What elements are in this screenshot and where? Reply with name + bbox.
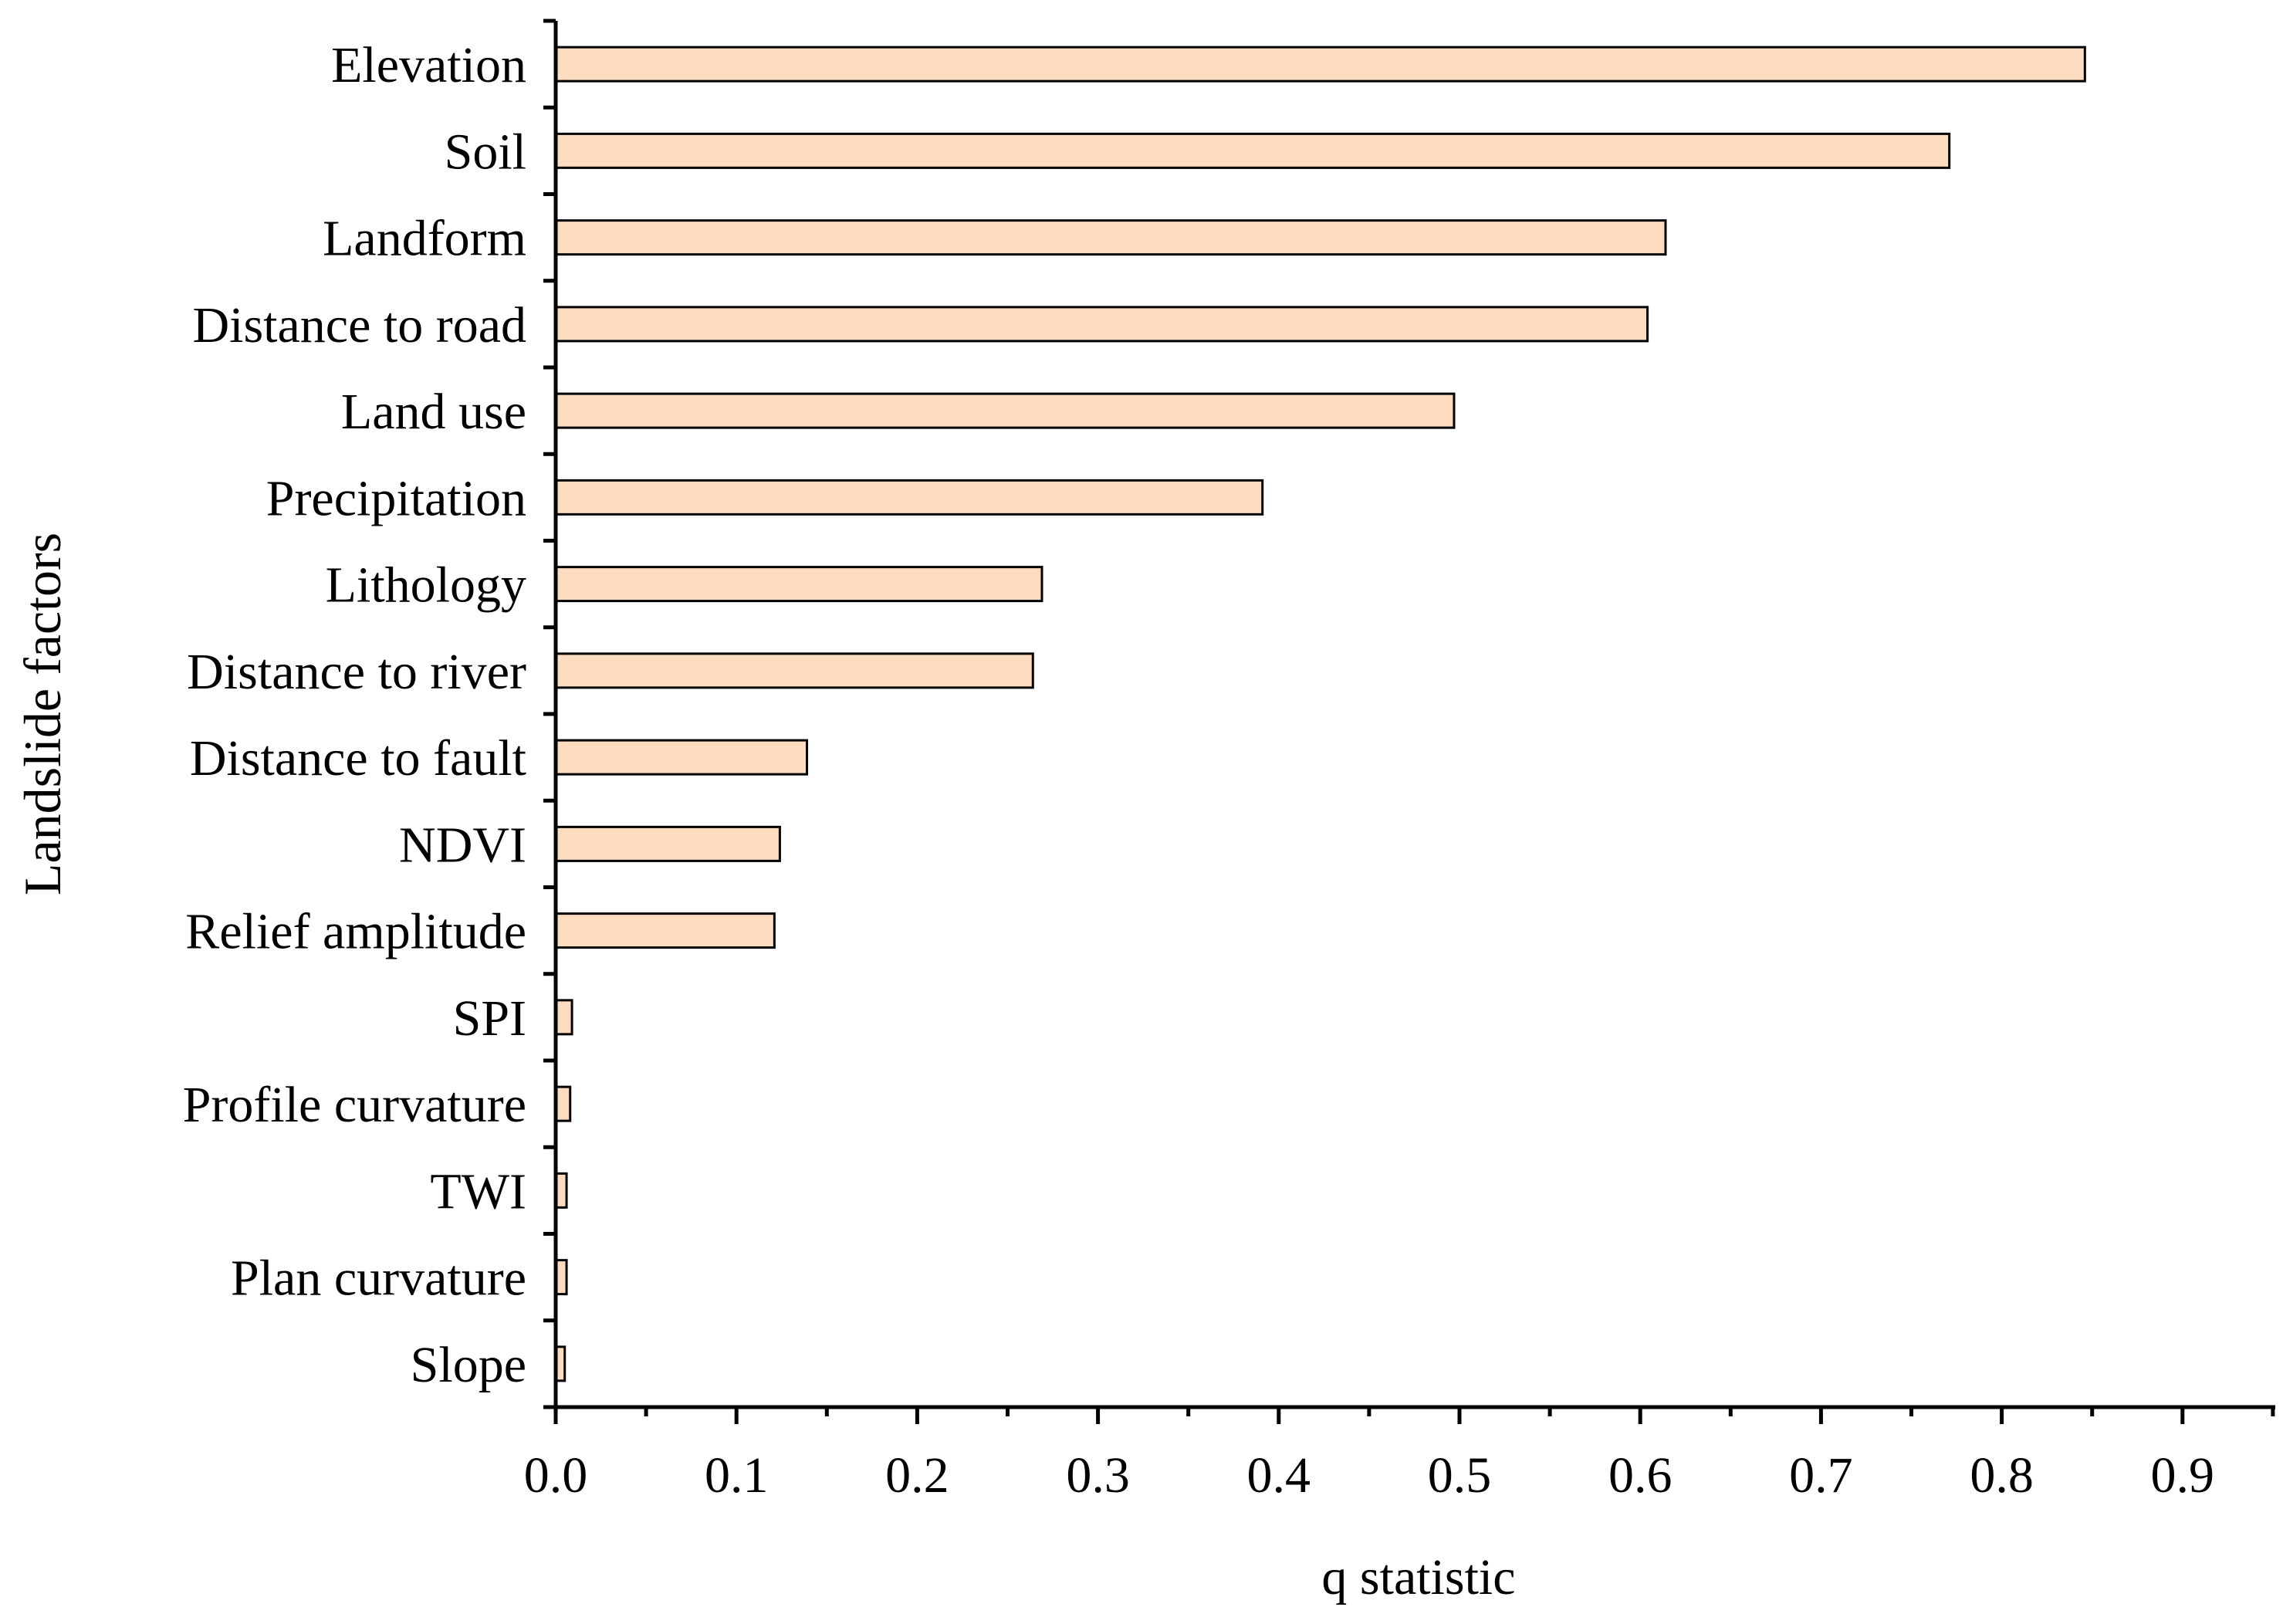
category-label: Plan curvature <box>231 1250 526 1307</box>
bar <box>554 652 1034 689</box>
category-label: Distance to road <box>192 297 526 354</box>
x-tick-label: 0.9 <box>2151 1447 2215 1504</box>
category-label: Lithology <box>326 557 526 614</box>
bar <box>554 999 573 1036</box>
category-label: Distance to fault <box>190 730 526 787</box>
x-tick-label: 0.3 <box>1066 1447 1130 1504</box>
bar <box>554 46 2086 83</box>
bar <box>554 306 1649 343</box>
category-label: Relief amplitude <box>185 904 526 960</box>
bar <box>554 479 1264 516</box>
category-label: Soil <box>445 123 526 180</box>
bar <box>554 132 1951 169</box>
category-label: Slope <box>411 1337 526 1393</box>
bar <box>554 739 809 776</box>
y-axis-title: Landslide factors <box>13 533 72 895</box>
category-label: NDVI <box>399 817 526 873</box>
bar <box>554 825 781 862</box>
x-axis-title: q statistic <box>1321 1549 1515 1605</box>
category-label: Elevation <box>331 37 526 93</box>
bars-layer <box>554 46 2086 1382</box>
category-label: TWI <box>430 1163 526 1220</box>
y-ticks: Elevation Soil Landform Distance to road Lan… <box>183 19 556 1409</box>
x-tick-label: 0.4 <box>1247 1447 1311 1504</box>
x-tick-label: 0.5 <box>1428 1447 1492 1504</box>
x-tick-label: 0.1 <box>705 1447 769 1504</box>
bar <box>554 912 776 949</box>
x-tick-label: 0.6 <box>1608 1447 1673 1504</box>
bar <box>554 566 1043 603</box>
category-label: Profile curvature <box>183 1077 526 1133</box>
bar <box>554 392 1456 429</box>
category-label: Landform <box>323 211 526 267</box>
category-label: Distance to river <box>187 644 526 700</box>
bar <box>554 219 1667 256</box>
category-label: Precipitation <box>266 470 526 526</box>
x-ticks: 0.0 0.1 0.2 0.3 0.4 0.5 0.6 0.7 0.8 0.9 <box>524 1407 2275 1504</box>
bar <box>554 1085 572 1122</box>
category-label: Land use <box>341 384 526 440</box>
x-tick-label: 0.0 <box>524 1447 588 1504</box>
x-tick-label: 0.7 <box>1789 1447 1853 1504</box>
x-tick-label: 0.2 <box>885 1447 949 1504</box>
x-tick-label: 0.8 <box>1970 1447 2034 1504</box>
category-label: SPI <box>453 990 526 1047</box>
